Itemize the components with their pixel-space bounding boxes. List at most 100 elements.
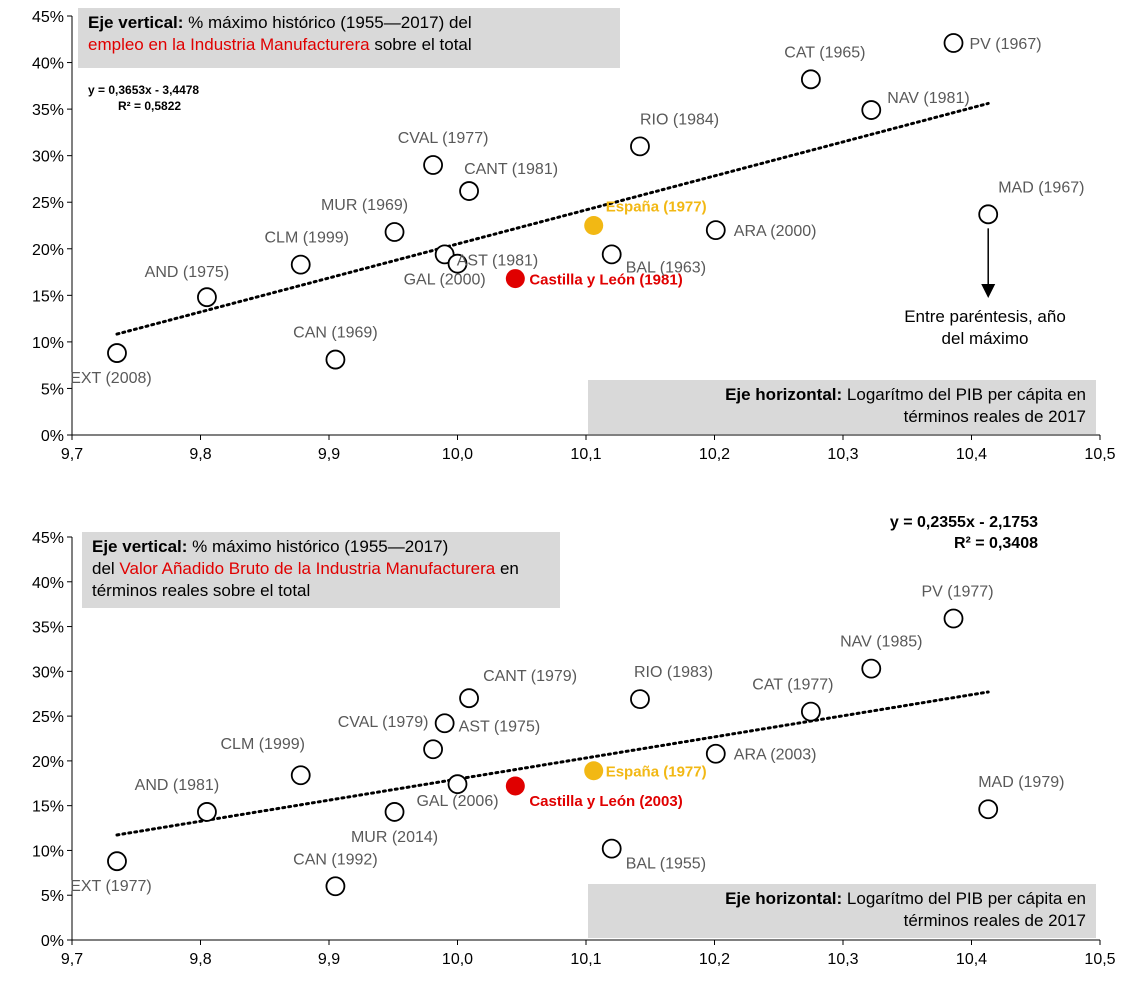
y-tick-label: 45% bbox=[32, 9, 64, 26]
vertical-axis-note-text-end: en términos reales sobre el total bbox=[92, 559, 519, 600]
vertical-axis-note: Eje vertical: % máximo histórico (1955—2… bbox=[82, 532, 560, 608]
vertical-axis-note-bold: Eje vertical: bbox=[92, 537, 188, 556]
y-tick-label: 25% bbox=[32, 195, 64, 212]
regression-equation: y = 0,3653x - 3,4478 R² = 0,5822 bbox=[88, 82, 199, 114]
y-tick-label: 5% bbox=[41, 888, 64, 905]
point-label-cval: CVAL (1977) bbox=[398, 130, 489, 147]
point-label-clm: CLM (1999) bbox=[264, 230, 348, 247]
point-label-clm: CLM (1999) bbox=[220, 736, 304, 753]
point-and bbox=[197, 287, 217, 308]
point-castilla-y-leon bbox=[505, 776, 525, 796]
regression-r2: R² = 0,3408 bbox=[953, 535, 1038, 552]
point-bal bbox=[601, 244, 622, 265]
point-can bbox=[325, 876, 346, 897]
parenthesis-note-line1: Entre paréntesis, año bbox=[904, 307, 1066, 326]
vertical-axis-note-highlight: empleo en la Industria Manufacturera bbox=[88, 35, 370, 54]
y-tick-label: 20% bbox=[32, 754, 64, 771]
horizontal-axis-note-text: Logarítmo del PIB per cápita en bbox=[842, 385, 1086, 404]
point-cval bbox=[423, 155, 443, 175]
point-ext bbox=[107, 343, 127, 363]
point-label-bal: BAL (1955) bbox=[626, 856, 706, 873]
point-label-espana: España (1977) bbox=[606, 199, 707, 216]
y-tick-label: 15% bbox=[32, 288, 64, 305]
vertical-axis-note: Eje vertical: % máximo histórico (1955—2… bbox=[78, 8, 620, 68]
regression-equation: y = 0,2355x - 2,1753 R² = 0,3408 bbox=[880, 512, 1038, 554]
point-can bbox=[325, 349, 346, 370]
x-tick-label: 9,8 bbox=[189, 446, 211, 463]
point-castilla-y-leon bbox=[505, 269, 525, 289]
point-label-castilla-y-leon: Castilla y León (1981) bbox=[529, 272, 682, 289]
y-tick-label: 10% bbox=[32, 335, 64, 352]
point-gal bbox=[447, 774, 468, 795]
point-mad bbox=[978, 799, 999, 820]
point-label-ast: AST (1975) bbox=[459, 718, 541, 735]
point-cval bbox=[423, 739, 443, 760]
point-label-espana: España (1977) bbox=[606, 764, 707, 781]
point-rio bbox=[630, 136, 650, 157]
point-espana bbox=[584, 216, 604, 235]
point-ara bbox=[705, 743, 726, 764]
x-tick-label: 10,1 bbox=[570, 951, 601, 968]
point-label-cant: CANT (1981) bbox=[464, 161, 558, 178]
point-mad bbox=[978, 204, 999, 225]
x-tick-label: 10,0 bbox=[442, 951, 473, 968]
x-tick-label: 10,4 bbox=[956, 446, 987, 463]
y-tick-label: 35% bbox=[32, 620, 64, 637]
point-label-bal: BAL (1963) bbox=[626, 259, 706, 276]
point-label-rio: RIO (1983) bbox=[634, 664, 713, 681]
x-tick-label: 10,0 bbox=[442, 446, 473, 463]
chart-employment: 0% 5% 10% 15% 20% 25% 30% 35% 40% 45% 9,7 9,8 9,9 10,… bbox=[0, 0, 1126, 470]
regression-r2: R² = 0,5822 bbox=[118, 99, 182, 113]
point-espana bbox=[584, 761, 604, 781]
chart-employment-plot: 0% 5% 10% 15% 20% 25% 30% 35% 40% 45% 9,7 9,8 9,9 10,… bbox=[32, 9, 1116, 463]
horizontal-axis-note-text2: términos reales de 2017 bbox=[903, 911, 1086, 930]
point-label-and: AND (1981) bbox=[135, 777, 219, 794]
point-bal bbox=[601, 838, 622, 859]
point-label-ext: EXT (2008) bbox=[70, 370, 152, 387]
x-tick-label: 9,7 bbox=[61, 446, 83, 463]
horizontal-axis-note: Eje horizontal: Logarítmo del PIB per cá… bbox=[588, 380, 1096, 434]
y-tick-label: 0% bbox=[41, 933, 64, 950]
x-tick-label: 10,5 bbox=[1084, 951, 1115, 968]
point-mur bbox=[384, 222, 405, 242]
y-tick-label: 0% bbox=[41, 428, 64, 445]
vertical-axis-note-text: % máximo histórico (1955—2017) del bbox=[183, 13, 472, 32]
point-clm bbox=[290, 765, 311, 786]
horizontal-axis-note-bold: Eje horizontal: bbox=[725, 385, 843, 404]
point-label-cant: CANT (1979) bbox=[483, 668, 577, 685]
y-tick-label: 5% bbox=[41, 381, 64, 398]
point-label-nav: NAV (1981) bbox=[887, 90, 969, 107]
vertical-axis-note-text-start: del bbox=[92, 559, 120, 578]
horizontal-axis-note: Eje horizontal: Logarítmo del PIB per cá… bbox=[588, 884, 1096, 938]
point-ast bbox=[447, 253, 468, 274]
y-tick-label: 30% bbox=[32, 664, 64, 681]
point-nav bbox=[861, 100, 882, 120]
point-rio bbox=[630, 689, 650, 709]
vertical-axis-note-bold: Eje vertical: bbox=[88, 13, 184, 32]
point-label-mad: MAD (1967) bbox=[998, 179, 1084, 196]
x-tick-label: 10,3 bbox=[827, 951, 858, 968]
point-nav bbox=[861, 658, 882, 679]
point-label-and: AND (1975) bbox=[145, 264, 229, 281]
y-tick-label: 40% bbox=[32, 575, 64, 592]
point-clm bbox=[290, 254, 311, 275]
trendline bbox=[115, 101, 990, 336]
point-label-ara: ARA (2003) bbox=[734, 747, 817, 764]
point-label-mad: MAD (1979) bbox=[978, 774, 1064, 791]
trendline bbox=[115, 690, 990, 837]
point-label-ara: ARA (2000) bbox=[734, 223, 817, 240]
point-label-gal: GAL (2006) bbox=[416, 793, 498, 810]
annotation-arrow-head bbox=[981, 284, 996, 298]
point-ast bbox=[434, 713, 455, 734]
point-ext bbox=[107, 851, 127, 872]
point-cant bbox=[459, 181, 479, 201]
y-tick-label: 15% bbox=[32, 799, 64, 816]
point-label-pv: PV (1977) bbox=[921, 583, 993, 600]
point-and bbox=[197, 802, 217, 822]
y-tick-label: 20% bbox=[32, 242, 64, 259]
point-label-can: CAN (1969) bbox=[293, 325, 377, 342]
horizontal-axis-note-bold: Eje horizontal: bbox=[725, 889, 843, 908]
y-tick-label: 30% bbox=[32, 149, 64, 166]
point-label-pv: PV (1967) bbox=[970, 36, 1042, 53]
x-tick-label: 9,9 bbox=[318, 446, 340, 463]
